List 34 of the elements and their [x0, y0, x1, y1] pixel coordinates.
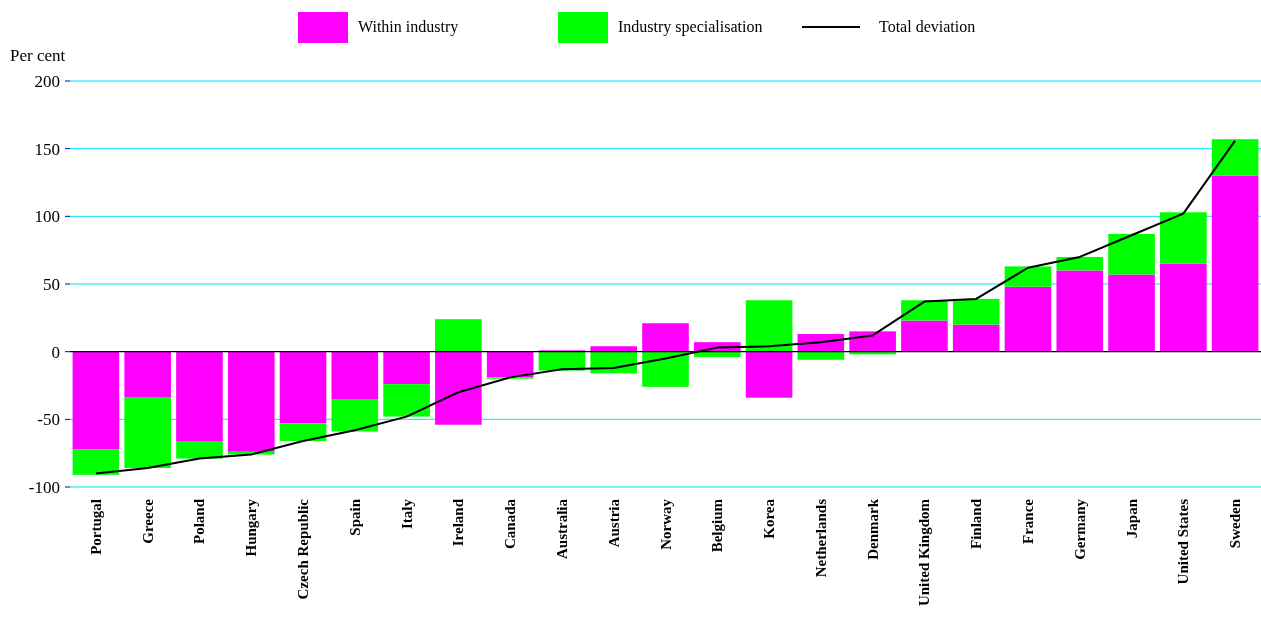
x-tick-label: Austria [605, 498, 622, 548]
x-tick-label: Sweden [1227, 498, 1244, 549]
y-tick-label: 0 [51, 342, 60, 362]
x-tick-label: Czech Republic [295, 498, 312, 600]
x-tick-label: Greece [139, 498, 156, 544]
legend-label: Within industry [358, 18, 459, 36]
x-tick-label: Belgium [709, 498, 726, 553]
x-tick-label: France [1019, 498, 1036, 544]
x-tick-label: Finland [968, 498, 985, 550]
x-tick-label: Ireland [450, 498, 467, 547]
x-tick-label: Netherlands [812, 498, 829, 578]
x-tick-label: Canada [502, 498, 519, 550]
x-tick-label: Germany [1071, 498, 1088, 560]
y-tick-label: 50 [43, 274, 60, 294]
x-tick-label: Japan [1123, 498, 1140, 539]
y-tick-label: -100 [28, 477, 60, 497]
x-tick-label: Australia [553, 498, 570, 559]
y-tick-label: 100 [34, 207, 60, 227]
x-tick-label: Poland [191, 498, 208, 545]
y-tick-label: 200 [34, 71, 60, 91]
legend-label: Industry specialisation [618, 18, 763, 36]
x-tick-label: Spain [346, 498, 363, 536]
y-tick-label: -50 [37, 410, 60, 430]
y-tick-label: 150 [34, 139, 60, 159]
legend-label: Total deviation [879, 18, 976, 35]
x-tick-label: Denmark [864, 498, 881, 560]
x-tick-label: Norway [657, 498, 674, 550]
x-tick-label: United States [1175, 498, 1192, 585]
y-axis-title: Per cent [10, 46, 66, 65]
x-tick-label: Portugal [87, 499, 104, 555]
x-tick-label: Italy [398, 498, 415, 529]
x-tick-label: Hungary [243, 498, 260, 557]
x-tick-label: United Kingdom [916, 498, 933, 607]
x-tick-label: Korea [761, 498, 778, 539]
